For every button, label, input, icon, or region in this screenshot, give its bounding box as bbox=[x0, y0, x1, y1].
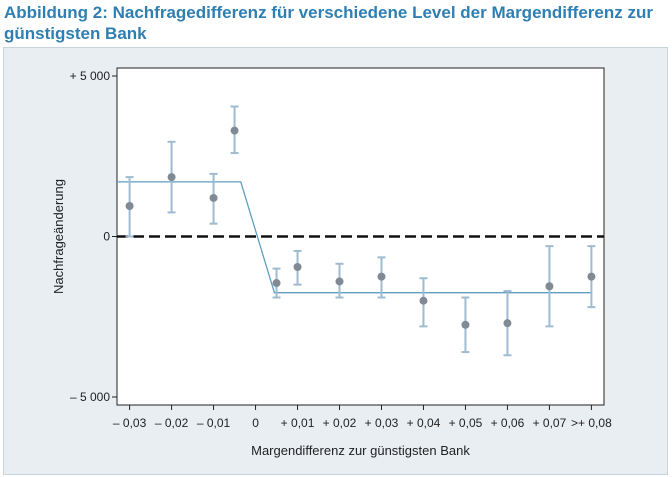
data-point bbox=[461, 320, 470, 329]
data-points-group bbox=[125, 105, 596, 357]
data-point-group bbox=[125, 176, 134, 238]
data-point bbox=[419, 296, 428, 305]
x-tick-label: + 0,06 bbox=[491, 416, 525, 430]
figure-title: Abbildung 2: Nachfragedifferenz für vers… bbox=[4, 3, 653, 43]
fit-line-group bbox=[117, 181, 592, 294]
data-point-group bbox=[230, 105, 239, 155]
x-tick-label: – 0,02 bbox=[155, 416, 189, 430]
data-point-group bbox=[461, 296, 470, 354]
data-point bbox=[125, 202, 134, 211]
data-point bbox=[167, 173, 176, 182]
data-point-group bbox=[167, 140, 176, 214]
fit-line bbox=[117, 181, 592, 294]
data-point bbox=[335, 277, 344, 286]
data-point bbox=[587, 272, 596, 281]
x-tick-label: 0 bbox=[252, 416, 259, 430]
x-tick-label: + 0,01 bbox=[281, 416, 315, 430]
data-point-group bbox=[503, 290, 512, 357]
x-tick-label: + 0,04 bbox=[407, 416, 441, 430]
y-tick-label: – 5 000 bbox=[70, 390, 110, 404]
x-tick-label: + 0,02 bbox=[323, 416, 357, 430]
y-tick-label: 0 bbox=[103, 230, 110, 244]
data-point bbox=[377, 272, 386, 281]
data-point bbox=[230, 126, 239, 135]
data-point-group bbox=[272, 267, 281, 299]
data-point-group bbox=[209, 172, 218, 225]
data-point bbox=[272, 279, 281, 288]
data-point-group bbox=[377, 256, 386, 299]
data-point bbox=[209, 193, 218, 202]
data-point bbox=[545, 282, 554, 291]
x-tick-label: >+ 0,08 bbox=[571, 416, 612, 430]
data-point-group bbox=[419, 277, 428, 328]
data-point bbox=[293, 262, 302, 271]
x-axis: – 0,03 – 0,02 – 0,01 0 + 0,01 + 0,02 + 0,03 + 0… bbox=[113, 405, 612, 430]
x-tick-label: + 0,07 bbox=[533, 416, 567, 430]
x-tick-label: + 0,05 bbox=[449, 416, 483, 430]
data-point bbox=[503, 319, 512, 328]
x-axis-title: Margendifferenz zur günstigsten Bank bbox=[251, 443, 470, 458]
data-point-group bbox=[293, 249, 302, 286]
y-axis: + 5 000 0 – 5 000 bbox=[70, 69, 117, 404]
data-point-group bbox=[545, 245, 554, 328]
data-point-group bbox=[335, 262, 344, 299]
y-axis-title: Nachfrageänderung bbox=[51, 179, 66, 294]
x-tick-label: – 0,01 bbox=[197, 416, 231, 430]
data-point-group bbox=[587, 245, 596, 309]
x-tick-label: – 0,03 bbox=[113, 416, 147, 430]
y-tick-label: + 5 000 bbox=[70, 69, 111, 83]
x-tick-label: + 0,03 bbox=[365, 416, 399, 430]
